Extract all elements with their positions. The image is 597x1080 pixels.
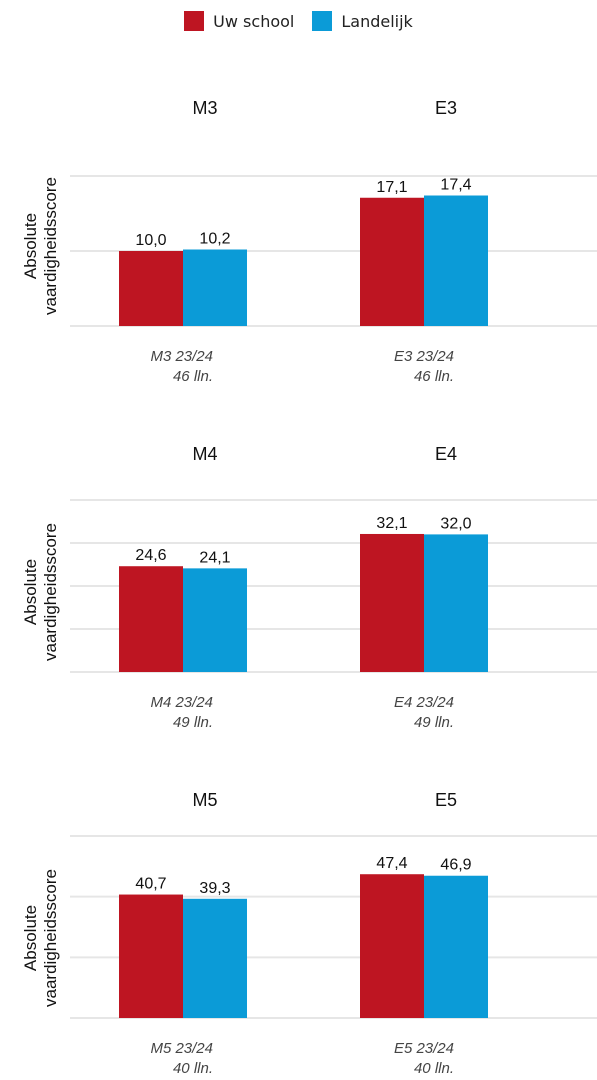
bar-national — [424, 534, 488, 672]
category-label: E3 23/24 — [394, 348, 454, 365]
facet-title: M4 — [192, 444, 217, 464]
bar-value-label: 17,4 — [440, 177, 471, 194]
y-axis-label-line: Absolute — [21, 559, 40, 625]
category-label: M5 23/24 — [150, 1040, 213, 1057]
y-axis-label-line: vaardigheidsscore — [41, 523, 60, 661]
facet-title: M5 — [192, 790, 217, 810]
bar-value-label: 24,6 — [135, 547, 166, 564]
facet-title: E4 — [435, 444, 457, 464]
facet-title: E5 — [435, 790, 457, 810]
bar-school — [360, 874, 424, 1018]
legend-label-national: Landelijk — [341, 11, 413, 31]
chart-panel-4: Absolutevaardigheidsscore M4 24,6 24,1 M4 23… — [0, 426, 597, 731]
bar-national — [183, 898, 247, 1018]
category-count-label: 49 lln. — [173, 714, 213, 731]
bar-school — [119, 894, 183, 1018]
bar-value-label: 24,1 — [199, 549, 230, 566]
chart-panel-3: Absolutevaardigheidsscore M3 10,0 10,2 M3 23… — [0, 80, 597, 385]
facet-title: M3 — [192, 98, 217, 118]
y-axis-label-line: vaardigheidsscore — [41, 177, 60, 315]
legend-label-school: Uw school — [213, 11, 295, 31]
bar-school — [360, 533, 424, 672]
facet-title: E3 — [435, 98, 457, 118]
category-count-label: 46 lln. — [414, 368, 454, 385]
category-count-label: 40 lln. — [173, 1060, 213, 1077]
y-axis-label-line: Absolute — [21, 213, 40, 279]
y-axis-label: Absolutevaardigheidsscore — [21, 869, 60, 1007]
chart-svg: Absolutevaardigheidsscore M4 24,6 24,1 M4 23… — [21, 444, 597, 731]
chart-panel-5: Absolutevaardigheidsscore M5 40,7 39,3 M5 23… — [0, 772, 597, 1077]
bar-national — [183, 568, 247, 672]
bar-value-label: 10,0 — [135, 232, 166, 249]
bar-national — [424, 875, 488, 1018]
bar-value-label: 39,3 — [199, 880, 230, 897]
bar-value-label: 32,1 — [376, 515, 407, 532]
y-axis-label: Absolutevaardigheidsscore — [21, 523, 60, 661]
legend-item-national: Landelijk — [312, 11, 413, 31]
bar-national — [424, 195, 488, 326]
bar-value-label: 17,1 — [376, 179, 407, 196]
legend-item-school: Uw school — [184, 11, 294, 31]
bar-school — [360, 197, 424, 326]
y-axis-label-line: vaardigheidsscore — [41, 869, 60, 1007]
bar-school — [119, 251, 183, 326]
category-label: E4 23/24 — [394, 694, 454, 711]
category-count-label: 46 lln. — [173, 368, 213, 385]
bar-value-label: 47,4 — [376, 855, 407, 872]
legend-swatch-school — [184, 11, 205, 31]
bar-national — [183, 249, 247, 326]
y-axis-label: Absolutevaardigheidsscore — [21, 177, 60, 315]
bar-value-label: 40,7 — [135, 876, 166, 893]
y-axis-label-line: Absolute — [21, 905, 40, 971]
bar-value-label: 10,2 — [199, 231, 230, 248]
category-label: M4 23/24 — [150, 694, 213, 711]
bar-value-label: 32,0 — [440, 515, 471, 532]
category-count-label: 40 lln. — [414, 1060, 454, 1077]
bar-school — [119, 566, 183, 672]
bar-value-label: 46,9 — [440, 857, 471, 874]
chart-svg: Absolutevaardigheidsscore M3 10,0 10,2 M3 23… — [21, 98, 597, 385]
legend: Uw school Landelijk — [0, 6, 597, 36]
legend-swatch-national — [312, 11, 333, 31]
category-count-label: 49 lln. — [414, 714, 454, 731]
category-label: E5 23/24 — [394, 1040, 454, 1057]
category-label: M3 23/24 — [150, 348, 213, 365]
chart-svg: Absolutevaardigheidsscore M5 40,7 39,3 M5 23… — [21, 790, 597, 1077]
